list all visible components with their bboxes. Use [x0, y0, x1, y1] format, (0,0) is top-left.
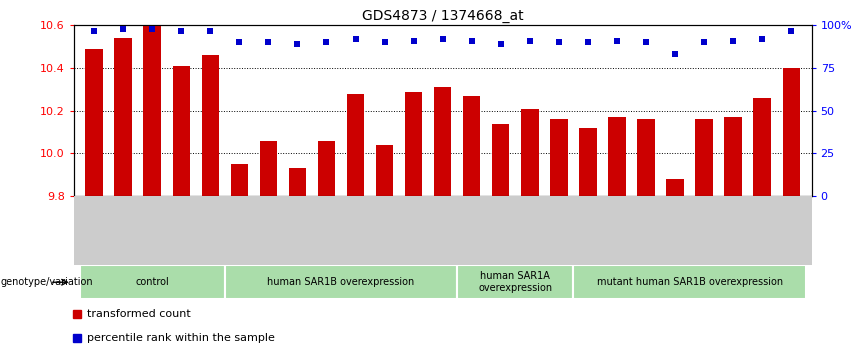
Bar: [695, 119, 713, 196]
Bar: [347, 94, 365, 196]
Point: [523, 38, 536, 44]
Bar: [463, 96, 481, 196]
Bar: [318, 140, 335, 196]
Point: [755, 36, 769, 42]
Point: [233, 40, 247, 45]
Point: [697, 40, 711, 45]
Point: [378, 40, 391, 45]
Text: genotype/variation: genotype/variation: [1, 277, 94, 287]
Bar: [521, 109, 538, 196]
Point: [319, 40, 333, 45]
Bar: [85, 49, 102, 196]
Point: [145, 26, 159, 32]
Point: [727, 38, 740, 44]
Bar: [783, 68, 800, 196]
Point: [610, 38, 624, 44]
Text: mutant human SAR1B overexpression: mutant human SAR1B overexpression: [596, 277, 783, 287]
Point: [407, 38, 421, 44]
Point: [203, 28, 217, 33]
Bar: [260, 140, 277, 196]
Point: [87, 28, 101, 33]
Bar: [376, 145, 393, 196]
Bar: [637, 119, 654, 196]
Bar: [608, 117, 626, 196]
Point: [291, 41, 305, 47]
Bar: [143, 25, 161, 196]
Point: [785, 28, 799, 33]
Text: transformed count: transformed count: [87, 309, 191, 319]
Point: [464, 38, 478, 44]
Bar: [289, 168, 306, 196]
Bar: [80, 265, 225, 299]
Bar: [667, 179, 684, 196]
Point: [494, 41, 508, 47]
Bar: [574, 265, 806, 299]
Text: human SAR1A
overexpression: human SAR1A overexpression: [478, 272, 552, 293]
Point: [349, 36, 363, 42]
Bar: [434, 87, 451, 196]
Text: control: control: [135, 277, 169, 287]
Point: [261, 40, 275, 45]
Bar: [550, 119, 568, 196]
Bar: [579, 128, 596, 196]
Bar: [201, 55, 219, 196]
Bar: [173, 66, 190, 196]
Point: [668, 52, 682, 57]
Point: [639, 40, 653, 45]
Point: [116, 26, 130, 32]
Point: [174, 28, 188, 33]
Text: human SAR1B overexpression: human SAR1B overexpression: [267, 277, 415, 287]
Point: [436, 36, 450, 42]
Bar: [492, 123, 510, 196]
Point: [581, 40, 595, 45]
Bar: [404, 91, 423, 196]
Bar: [725, 117, 742, 196]
Text: percentile rank within the sample: percentile rank within the sample: [87, 333, 275, 343]
Bar: [225, 265, 457, 299]
Bar: [753, 98, 771, 196]
Bar: [457, 265, 574, 299]
Bar: [115, 38, 132, 196]
Point: [552, 40, 566, 45]
Title: GDS4873 / 1374668_at: GDS4873 / 1374668_at: [362, 9, 523, 23]
Bar: [231, 164, 248, 196]
